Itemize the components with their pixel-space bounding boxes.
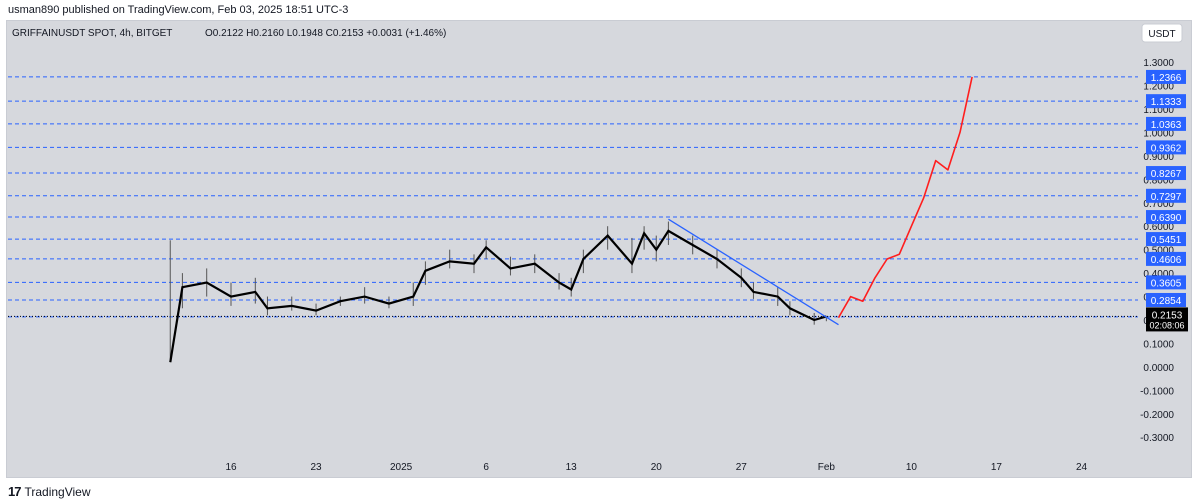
x-tick-label: 16 [225, 462, 237, 473]
y-tick-label: -0.3000 [1140, 433, 1174, 444]
x-tick-label: 10 [906, 462, 918, 473]
y-tick-label: 0.5000 [1143, 246, 1174, 257]
x-tick-label: 13 [566, 462, 578, 473]
y-tick-label: 0.9000 [1143, 152, 1174, 163]
level-tag-label: 0.6390 [1151, 213, 1182, 224]
x-tick-label: 24 [1076, 462, 1088, 473]
level-tag [1146, 166, 1186, 181]
level-tag [1146, 275, 1186, 290]
level-tag-label: 0.7297 [1151, 192, 1182, 203]
currency-button[interactable]: USDT [1141, 23, 1183, 43]
x-tick-label: 20 [651, 462, 663, 473]
price-series [169, 229, 827, 363]
y-tick-label: 0.1000 [1143, 339, 1174, 350]
level-tag-label: 0.3605 [1151, 278, 1182, 289]
tradingview-brand: 17 TradingView [8, 484, 91, 499]
last-price-label: 0.2153 [1152, 310, 1183, 321]
level-tag [1146, 210, 1186, 225]
level-tag [1146, 116, 1186, 131]
level-tag-label: 0.9362 [1151, 143, 1182, 154]
y-tick-label: 0.6000 [1143, 222, 1174, 233]
downtrend-line [668, 218, 839, 326]
level-tag [1146, 188, 1186, 203]
x-tick-label: 6 [483, 462, 489, 473]
level-tag [1146, 69, 1186, 84]
currency-button-label: USDT [1148, 29, 1175, 40]
y-tick-label: -0.2000 [1140, 410, 1174, 421]
level-tag [1146, 94, 1186, 109]
y-tick-label: 1.0000 [1143, 128, 1174, 139]
x-tick-label: 27 [736, 462, 748, 473]
ohlc-readout: O0.2122 H0.2160 L0.1948 C0.2153 +0.0031 … [205, 28, 446, 39]
level-tag-label: 0.5451 [1151, 235, 1182, 246]
x-tick-label: 2025 [390, 462, 413, 473]
level-tag [1146, 292, 1186, 307]
chart-frame [6, 20, 1192, 478]
last-price-tag [1146, 307, 1188, 332]
level-tag-label: 0.2854 [1151, 296, 1182, 307]
level-tag [1146, 140, 1186, 155]
chart-symbol-title: GRIFFAINUSDT SPOT, 4h, BITGET [12, 28, 172, 39]
published-line: usman890 published on TradingView.com, F… [8, 4, 349, 16]
x-tick-label: Feb [818, 462, 836, 473]
brand-text: TradingView [24, 484, 91, 499]
level-tag [1146, 232, 1186, 247]
y-tick-label: 0.7000 [1143, 199, 1174, 210]
y-tick-label: 0.8000 [1143, 175, 1174, 186]
y-tick-label: 1.3000 [1143, 58, 1174, 69]
countdown-label: 02:08:06 [1149, 320, 1184, 330]
y-tick-label: 0.0000 [1143, 363, 1174, 374]
y-tick-label: 1.1000 [1143, 105, 1174, 116]
level-tag-label: 1.0363 [1151, 120, 1182, 131]
level-tag-label: 1.2366 [1151, 73, 1182, 84]
level-tag-label: 0.8267 [1151, 169, 1182, 180]
level-tag [1146, 251, 1186, 266]
y-tick-label: -0.1000 [1140, 386, 1174, 397]
level-tag-label: 0.4606 [1151, 255, 1182, 266]
x-tick-label: 23 [310, 462, 322, 473]
y-tick-label: 0.4000 [1143, 269, 1174, 280]
y-tick-label: 1.2000 [1143, 82, 1174, 93]
tradingview-logo-icon: 17 [8, 484, 22, 499]
projection-path [837, 76, 973, 319]
level-tag-label: 1.1333 [1151, 97, 1182, 108]
x-tick-label: 17 [991, 462, 1003, 473]
